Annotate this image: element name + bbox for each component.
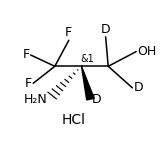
Text: F: F [65, 26, 72, 39]
Polygon shape [82, 66, 94, 100]
Text: D: D [134, 81, 143, 94]
Text: HCl: HCl [62, 112, 86, 127]
Text: OH: OH [137, 45, 157, 58]
Text: H₂N: H₂N [23, 93, 47, 106]
Text: D: D [92, 93, 101, 106]
Text: D: D [101, 23, 111, 36]
Text: &1: &1 [80, 54, 94, 64]
Text: F: F [22, 49, 29, 61]
Text: F: F [25, 77, 32, 90]
